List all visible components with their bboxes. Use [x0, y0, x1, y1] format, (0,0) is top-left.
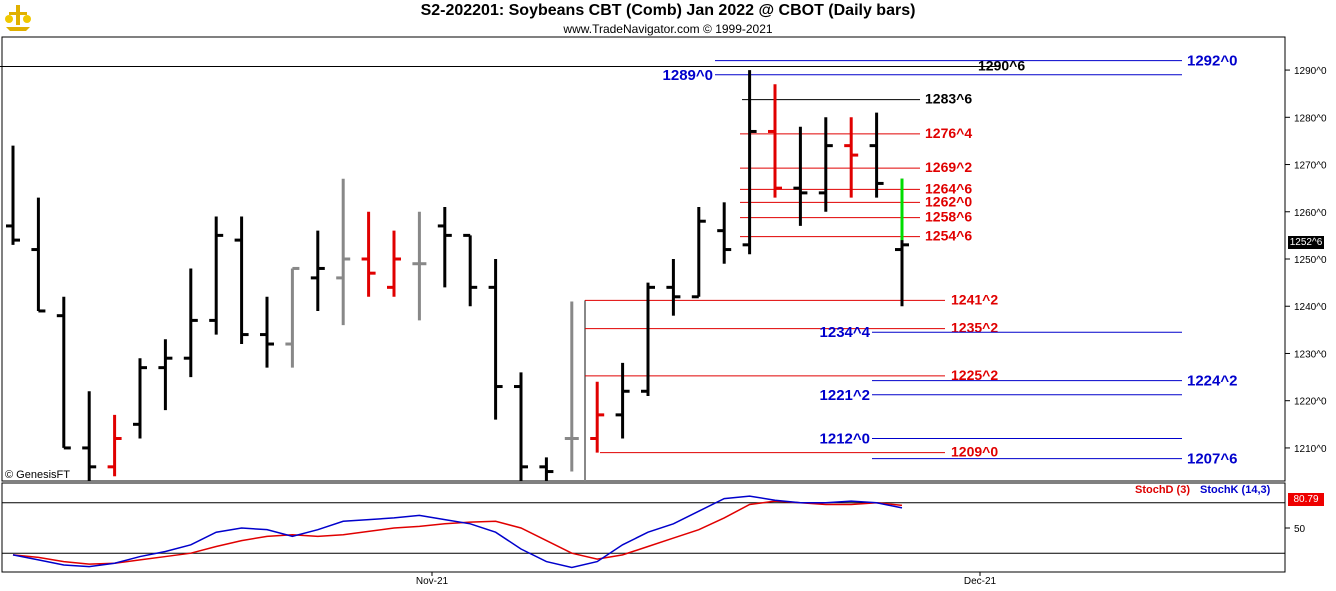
legend-stoch-d: StochD (3) — [1135, 484, 1190, 496]
legend-stoch-k: StochK (14,3) — [1200, 484, 1271, 496]
level-label: 1212^0 — [820, 430, 870, 447]
level-label: 1241^2 — [951, 291, 998, 307]
price-panel-frame — [1, 36, 1286, 482]
y-tick-label: 1270^0 — [1294, 161, 1327, 172]
stoch-series-line — [12, 495, 903, 569]
last-price-tag: 1252^6 — [1288, 236, 1324, 249]
time-axis: Nov-21 Dec-21 — [416, 572, 997, 587]
level-label: 1264^6 — [925, 180, 972, 196]
genesis-logo-icon — [4, 3, 32, 33]
level-label: 1269^2 — [925, 159, 972, 175]
level-label: 1276^4 — [925, 125, 972, 141]
level-label: 1221^2 — [820, 387, 870, 404]
level-label: 1258^6 — [925, 209, 972, 225]
x-tick-label: Nov-21 — [416, 576, 449, 587]
level-label: 1292^0 — [1187, 53, 1237, 70]
x-tick-label: Dec-21 — [964, 576, 997, 587]
chart-title: S2-202201: Soybeans CBT (Comb) Jan 2022 … — [420, 2, 916, 19]
y-tick-label: 1290^0 — [1294, 66, 1327, 77]
stoch-series-line — [12, 500, 903, 565]
level-label: 1234^4 — [820, 324, 871, 341]
y-tick-label: 1230^0 — [1294, 349, 1327, 360]
stoch-panel-frame — [1, 482, 1286, 573]
stoch-value-tag: 80.79 — [1288, 493, 1324, 506]
level-label: 1262^0 — [925, 193, 972, 209]
y-tick-label: 1250^0 — [1294, 255, 1327, 266]
price-axis: 1210^0 1220^0 1230^0 1240^0 1250^0 1260^0 1270… — [1285, 66, 1327, 455]
y-tick-label: 1280^0 — [1294, 113, 1327, 124]
level-lines: 1290^6 1283^6 1276^4 1269^2 1264^61262^01258… — [0, 53, 1237, 481]
level-label: 1235^2 — [951, 320, 998, 336]
level-label: 1209^0 — [951, 444, 998, 460]
ohlc-bars — [6, 70, 909, 481]
y-tick-label: 1260^0 — [1294, 208, 1327, 219]
level-label: 1224^2 — [1187, 373, 1237, 390]
y-tick-label: 1210^0 — [1294, 444, 1327, 455]
stoch-y-tick-label: 50 — [1294, 524, 1306, 535]
level-label: 1254^6 — [925, 228, 972, 244]
level-label: 1207^6 — [1187, 451, 1237, 468]
level-label: 1290^6 — [978, 58, 1025, 74]
level-label: 1225^2 — [951, 367, 998, 383]
level-label: 1283^6 — [925, 91, 972, 107]
y-tick-label: 1220^0 — [1294, 397, 1327, 408]
chart-subtitle: www.TradeNavigator.com © 1999-2021 — [563, 22, 773, 36]
level-label: 1289^0 — [663, 67, 713, 84]
y-tick-label: 1240^0 — [1294, 302, 1327, 313]
stochastic-panel: 50 — [2, 495, 1306, 569]
credit-label: © GenesisFT — [5, 469, 70, 481]
